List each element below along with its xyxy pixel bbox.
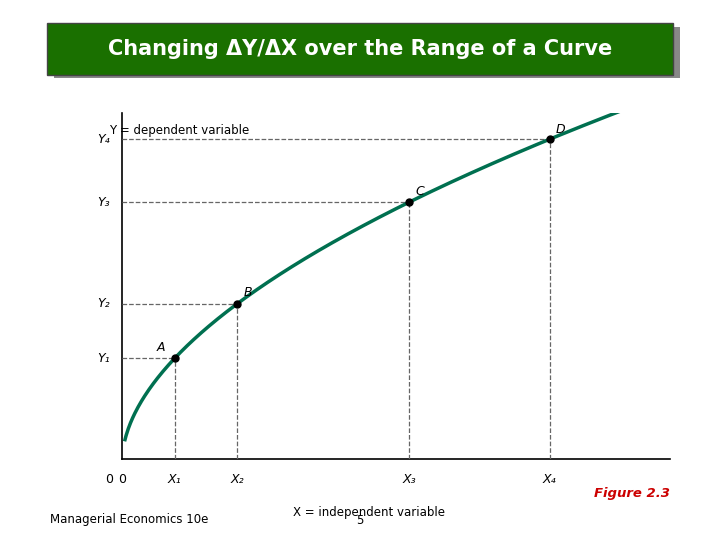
- Text: Changing ΔY/ΔX over the Range of a Curve: Changing ΔY/ΔX over the Range of a Curve: [108, 38, 612, 59]
- Text: X₂: X₂: [230, 473, 244, 486]
- Text: X = independent variable: X = independent variable: [292, 506, 445, 519]
- Text: 0: 0: [118, 473, 127, 486]
- Text: Managerial Economics 10e: Managerial Economics 10e: [50, 514, 209, 526]
- Text: Figure 2.3: Figure 2.3: [593, 487, 670, 500]
- Text: Y₄: Y₄: [96, 133, 109, 146]
- Text: 5: 5: [356, 514, 364, 526]
- Text: Y₃: Y₃: [96, 195, 109, 209]
- Text: C: C: [415, 185, 424, 198]
- Text: Y = dependent variable: Y = dependent variable: [109, 124, 250, 137]
- Text: D: D: [556, 123, 566, 136]
- Text: 0: 0: [105, 473, 113, 486]
- Text: Y₁: Y₁: [96, 352, 109, 365]
- Text: X₃: X₃: [402, 473, 416, 486]
- Text: B: B: [243, 286, 252, 299]
- Text: Y₂: Y₂: [96, 298, 109, 310]
- Text: X₁: X₁: [168, 473, 181, 486]
- Text: X₄: X₄: [543, 473, 557, 486]
- Text: A: A: [156, 341, 165, 354]
